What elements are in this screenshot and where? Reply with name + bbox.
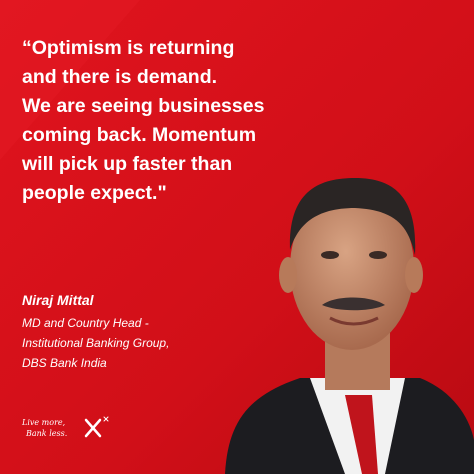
logo-mark bbox=[84, 416, 109, 438]
quote-line: and there is demand. bbox=[22, 66, 217, 88]
speaker-title: DBS Bank India bbox=[22, 356, 107, 370]
speaker-name: Niraj Mittal bbox=[22, 292, 95, 308]
quote-line: We are seeing businesses bbox=[22, 95, 265, 117]
logo-text: Live more, bbox=[21, 418, 65, 427]
quote-line: coming back. Momentum bbox=[22, 124, 256, 146]
speaker-photo bbox=[225, 178, 474, 474]
quote-line: “Optimism is returning bbox=[22, 37, 234, 59]
logo-text: Bank less. bbox=[25, 429, 67, 438]
speaker-title: Institutional Banking Group, bbox=[22, 336, 169, 350]
quote-line: will pick up faster than bbox=[21, 153, 232, 175]
quote-line: people expect." bbox=[22, 182, 167, 204]
bg-shape bbox=[0, 0, 140, 160]
speaker-title: MD and Country Head - bbox=[22, 316, 149, 330]
quote: “Optimism is returning and there is dema… bbox=[21, 37, 265, 204]
